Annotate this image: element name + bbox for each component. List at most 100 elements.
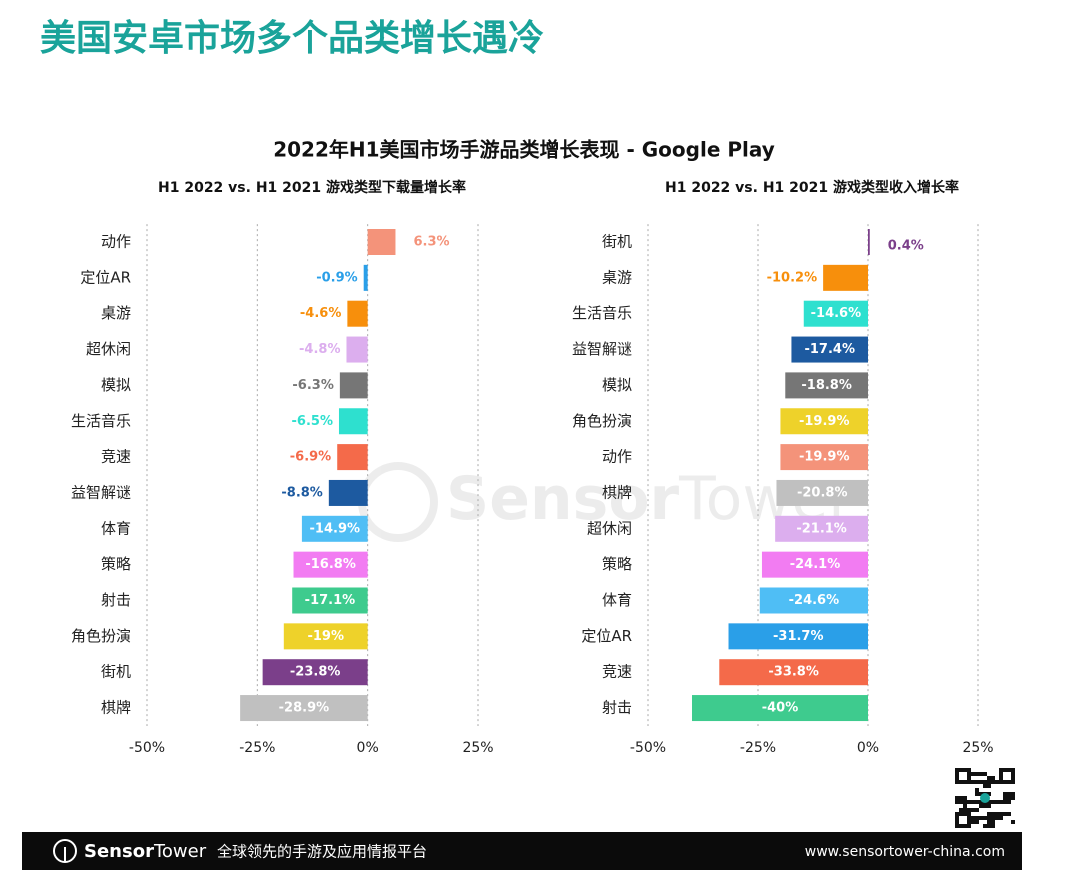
qr-cell <box>987 816 991 820</box>
qr-cell <box>983 780 987 784</box>
qr-cell <box>1011 796 1015 800</box>
value-label: -6.3% <box>292 378 333 393</box>
category-label: 定位AR <box>80 268 131 286</box>
value-label: -21.1% <box>796 521 847 536</box>
category-label: 模拟 <box>602 376 632 394</box>
qr-cell <box>1007 812 1011 816</box>
qr-cell <box>979 772 983 776</box>
qr-cell <box>995 812 999 816</box>
qr-cell <box>1011 780 1015 784</box>
bar <box>780 444 868 471</box>
bar <box>759 587 868 614</box>
qr-cell <box>1007 780 1011 784</box>
qr-cell <box>955 820 959 824</box>
qr-cell <box>1011 820 1015 824</box>
bar <box>240 695 368 722</box>
category-label: 桌游 <box>101 304 131 322</box>
qr-cell <box>959 796 963 800</box>
qr-cell <box>959 780 963 784</box>
category-label: 定位AR <box>581 627 632 645</box>
value-label: -28.9% <box>279 701 330 716</box>
qr-cell <box>987 784 991 788</box>
qr-cell <box>955 768 959 772</box>
qr-cell <box>979 780 983 784</box>
qr-cell <box>971 780 975 784</box>
value-label: -23.8% <box>290 665 341 680</box>
qr-cell <box>987 776 991 780</box>
qr-cell <box>983 804 987 808</box>
chart-title: 2022年H1美国市场手游品类增长表现 - Google Play <box>273 138 775 162</box>
bar <box>780 408 868 435</box>
qr-cell <box>979 816 983 820</box>
qr-cell <box>991 820 995 824</box>
qr-cell <box>1011 792 1015 796</box>
x-tick-label: -50% <box>129 740 165 756</box>
bar <box>347 300 368 327</box>
qr-cell <box>983 784 987 788</box>
value-label: -10.2% <box>767 270 818 285</box>
value-label: -33.8% <box>768 665 819 680</box>
qr-cell <box>963 804 967 808</box>
category-label: 动作 <box>101 233 131 251</box>
value-label: -6.5% <box>292 414 333 429</box>
bar <box>719 659 868 686</box>
qr-cell <box>983 824 987 828</box>
qr-cell <box>955 800 959 804</box>
category-label: 策略 <box>101 555 131 573</box>
qr-cell <box>955 812 959 816</box>
bar <box>338 408 368 435</box>
qr-cell <box>991 776 995 780</box>
category-label: 棋牌 <box>101 699 131 717</box>
qr-cell <box>971 816 975 820</box>
bar <box>791 336 868 363</box>
qr-cell <box>955 772 959 776</box>
value-label: -18.8% <box>801 378 852 393</box>
qr-cell <box>967 808 971 812</box>
qr-cell <box>967 824 971 828</box>
qr-cell <box>1003 792 1007 796</box>
qr-cell <box>999 816 1003 820</box>
bar <box>776 479 868 506</box>
qr-cell <box>959 768 963 772</box>
x-tick-label: 25% <box>962 740 993 756</box>
category-label: 角色扮演 <box>572 412 632 430</box>
qr-cell <box>963 824 967 828</box>
category-label: 街机 <box>602 233 632 251</box>
qr-cell <box>959 812 963 816</box>
category-label: 竞速 <box>101 448 131 466</box>
qr-cell <box>963 808 967 812</box>
qr-cell <box>979 792 983 796</box>
bar <box>367 229 396 255</box>
qr-cell <box>987 800 991 804</box>
qr-cell <box>967 768 971 772</box>
bar <box>775 515 868 542</box>
x-tick-label: 0% <box>857 740 879 756</box>
category-label: 棋牌 <box>602 483 632 501</box>
qr-cell <box>963 796 967 800</box>
category-label: 射击 <box>602 699 632 717</box>
value-label: -31.7% <box>773 629 824 644</box>
value-label: 0.4% <box>888 239 924 254</box>
qr-cell <box>975 788 979 792</box>
qr-cell <box>975 820 979 824</box>
qr-cell <box>955 780 959 784</box>
value-label: -19.9% <box>799 414 850 429</box>
qr-cell <box>967 816 971 820</box>
qr-cell <box>975 792 979 796</box>
category-label: 超休闲 <box>86 340 131 358</box>
category-label: 街机 <box>101 663 131 681</box>
value-label: -19.9% <box>799 450 850 465</box>
qr-cell <box>963 780 967 784</box>
qr-cell <box>999 800 1003 804</box>
qr-cell <box>979 800 983 804</box>
qr-cell <box>1007 768 1011 772</box>
category-label: 模拟 <box>101 376 131 394</box>
qr-cell <box>955 796 959 800</box>
bar <box>293 551 368 578</box>
category-label: 益智解谜 <box>71 483 131 501</box>
x-tick-label: -25% <box>740 740 776 756</box>
qr-cell <box>1007 796 1011 800</box>
category-label: 角色扮演 <box>71 627 131 645</box>
x-tick-label: 0% <box>357 740 379 756</box>
value-label: -14.6% <box>811 306 862 321</box>
